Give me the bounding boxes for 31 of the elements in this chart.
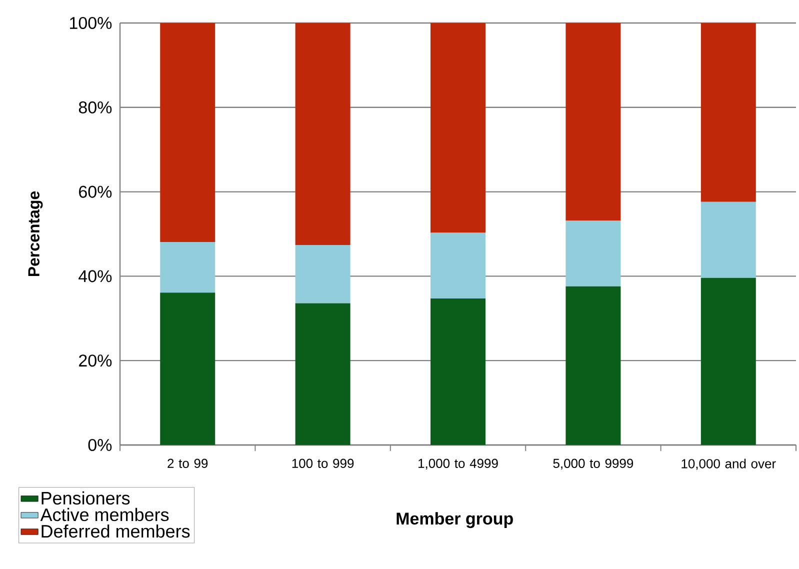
y-tick-label: 40%	[78, 270, 112, 282]
y-tick-label: 100%	[70, 16, 112, 30]
x-tick-label: 5,000 to 9999	[553, 458, 634, 470]
y-tick-label: 0%	[88, 438, 112, 452]
x-axis-title: Member group	[396, 512, 513, 528]
bar	[700, 22, 756, 202]
x-tick-label: 100 to 999	[292, 458, 354, 468]
bar	[700, 278, 756, 445]
bar	[566, 22, 621, 220]
bar	[700, 202, 756, 278]
legend-label: Deferred members	[42, 524, 190, 538]
bar	[430, 298, 486, 445]
x-tick-label: 10,000 and over	[682, 458, 776, 470]
bar	[295, 244, 350, 304]
bar	[566, 286, 621, 445]
y-tick-label: 20%	[79, 354, 112, 367]
y-axis-title: Percentage	[28, 191, 43, 276]
x-tick-label: 2 to 99	[168, 458, 208, 468]
bar	[430, 22, 486, 233]
y-tick-label: 60%	[79, 186, 112, 198]
legend-label: Pensioners	[42, 491, 130, 505]
bar	[295, 22, 350, 245]
bar	[160, 22, 216, 242]
bar	[160, 292, 216, 445]
x-tick-label: 1,000 to 4999	[418, 458, 498, 470]
bar	[566, 220, 621, 286]
bar	[295, 303, 350, 445]
bar	[160, 242, 216, 293]
bar	[430, 232, 486, 299]
legend-label: Active members	[40, 508, 169, 522]
y-tick-label: 80%	[78, 101, 112, 114]
